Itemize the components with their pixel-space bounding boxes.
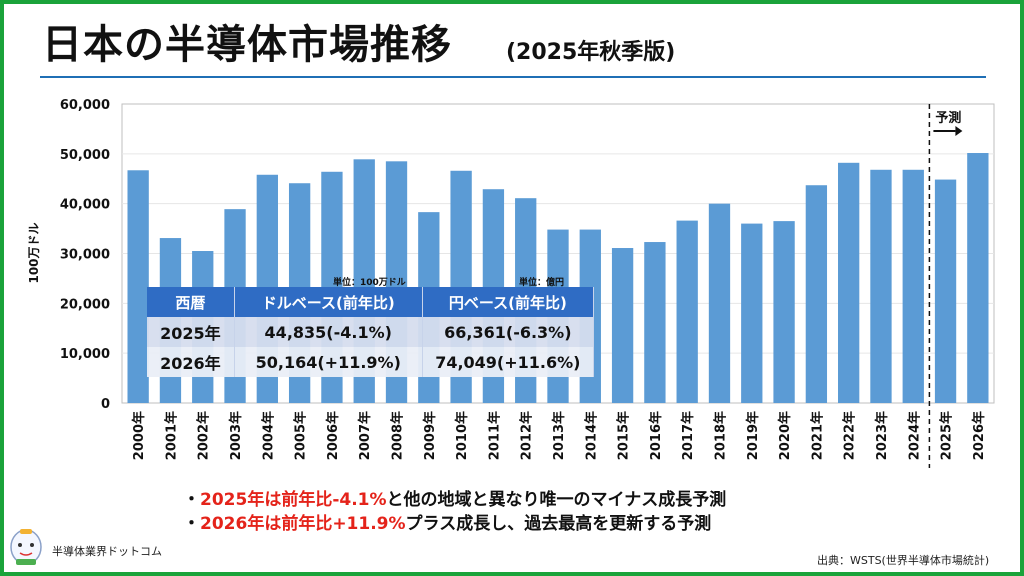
y-tick-label: 20,000 [60,297,110,312]
x-tick-label: 2023年 [874,411,890,460]
bar [934,179,957,403]
y-tick-label: 50,000 [60,148,110,163]
bar [708,203,731,403]
table-cell-usd: 44,835(-4.1%) [234,317,423,347]
x-tick-label: 2002年 [196,411,212,460]
bullet-highlight: 2025年は前年比-4.1% [200,490,387,510]
x-tick-label: 2017年 [680,411,696,460]
brand-name: 半導体業界ドットコム [52,545,162,558]
x-tick-label: 2015年 [616,411,632,460]
table-cell-jpy: 66,361(-6.3%) [422,317,595,347]
x-tick-label: 2016年 [648,411,664,460]
bar [676,220,698,403]
x-tick-label: 2014年 [583,411,599,460]
y-tick-label: 10,000 [60,347,110,362]
forecast-label: 予測 [935,110,961,126]
x-tick-label: 2024年 [906,411,922,460]
bar [773,221,795,403]
x-tick-label: 2018年 [712,411,728,460]
bar [127,170,149,403]
source-note: 出典：WSTS(世界半導体市場統計) [817,554,990,567]
x-tick-label: 2000年 [131,411,147,460]
table-header-usd: ドルベース(前年比) [234,287,423,317]
y-tick-label: 30,000 [60,248,110,263]
bullet-marker: ・ [183,514,200,534]
x-tick-label: 2011年 [486,411,502,460]
x-tick-label: 2025年 [939,411,955,460]
table-cell-year: 2026年 [147,347,235,377]
bullet-text: と他の地域と異なり唯一のマイナス成長予測 [386,490,727,510]
x-tick-label: 2012年 [519,411,535,460]
table-unit-usd: 単位：100万ドル [333,278,406,288]
bar [967,153,989,403]
y-axis-label: 100万ドル [27,222,41,283]
y-tick-label: 0 [101,397,110,412]
x-tick-label: 2004年 [260,411,276,460]
table-unit-jpy: 単位：億円 [519,278,565,288]
summary-bullets: ・2025年は前年比-4.1%と他の地域と異なり唯一のマイナス成長予測 ・202… [183,488,726,536]
table-header-year: 西暦 [147,287,235,317]
x-tick-label: 2001年 [163,411,179,460]
bullet-marker: ・ [183,490,200,510]
bar [870,169,892,403]
x-tick-label: 2019年 [745,411,761,460]
table-cell-year: 2025年 [147,317,235,347]
y-tick-label: 60,000 [60,98,110,113]
x-tick-label: 2003年 [228,411,244,460]
page-title: 日本の半導体市場推移 [42,22,452,68]
x-tick-label: 2010年 [454,411,470,460]
title-underline [40,76,986,78]
mascot-logo-icon [10,529,42,565]
x-tick-label: 2005年 [293,411,309,460]
table-cell-jpy: 74,049(+11.6%) [422,347,595,377]
table-row: 2025年 44,835(-4.1%) 66,361(-6.3%) [147,317,595,347]
x-tick-label: 2021年 [809,411,825,460]
x-tick-label: 2022年 [842,411,858,460]
x-tick-label: 2020年 [777,411,793,460]
x-tick-label: 2026年 [971,411,987,460]
bar [805,185,828,403]
table-header-jpy: 円ベース(前年比) [422,287,595,317]
bar [741,223,763,403]
x-tick-label: 2007年 [357,411,373,460]
bullet-highlight: 2026年は前年比+11.9% [200,514,406,534]
bullet-2025: ・2025年は前年比-4.1%と他の地域と異なり唯一のマイナス成長予測 [183,488,726,512]
forecast-arrowhead-icon [955,126,963,136]
bar [611,248,634,403]
bullet-2026: ・2026年は前年比+11.9%プラス成長し、過去最高を更新する予測 [183,512,726,536]
forecast-table: 西暦 ドルベース(前年比) 円ベース(前年比) 2025年 44,835(-4.… [147,287,595,377]
bar [838,162,860,403]
bullet-text: プラス成長し、過去最高を更新する予測 [405,514,712,534]
x-tick-label: 2013年 [551,411,567,460]
x-tick-label: 2006年 [325,411,341,460]
table-cell-usd: 50,164(+11.9%) [234,347,423,377]
table-row: 2026年 50,164(+11.9%) 74,049(+11.6%) [147,347,595,377]
y-tick-label: 40,000 [60,198,110,213]
x-tick-label: 2008年 [390,411,406,460]
bar [902,169,924,403]
bar [644,242,666,403]
page-subtitle: (2025年秋季版) [506,40,676,65]
x-tick-label: 2009年 [422,411,438,460]
